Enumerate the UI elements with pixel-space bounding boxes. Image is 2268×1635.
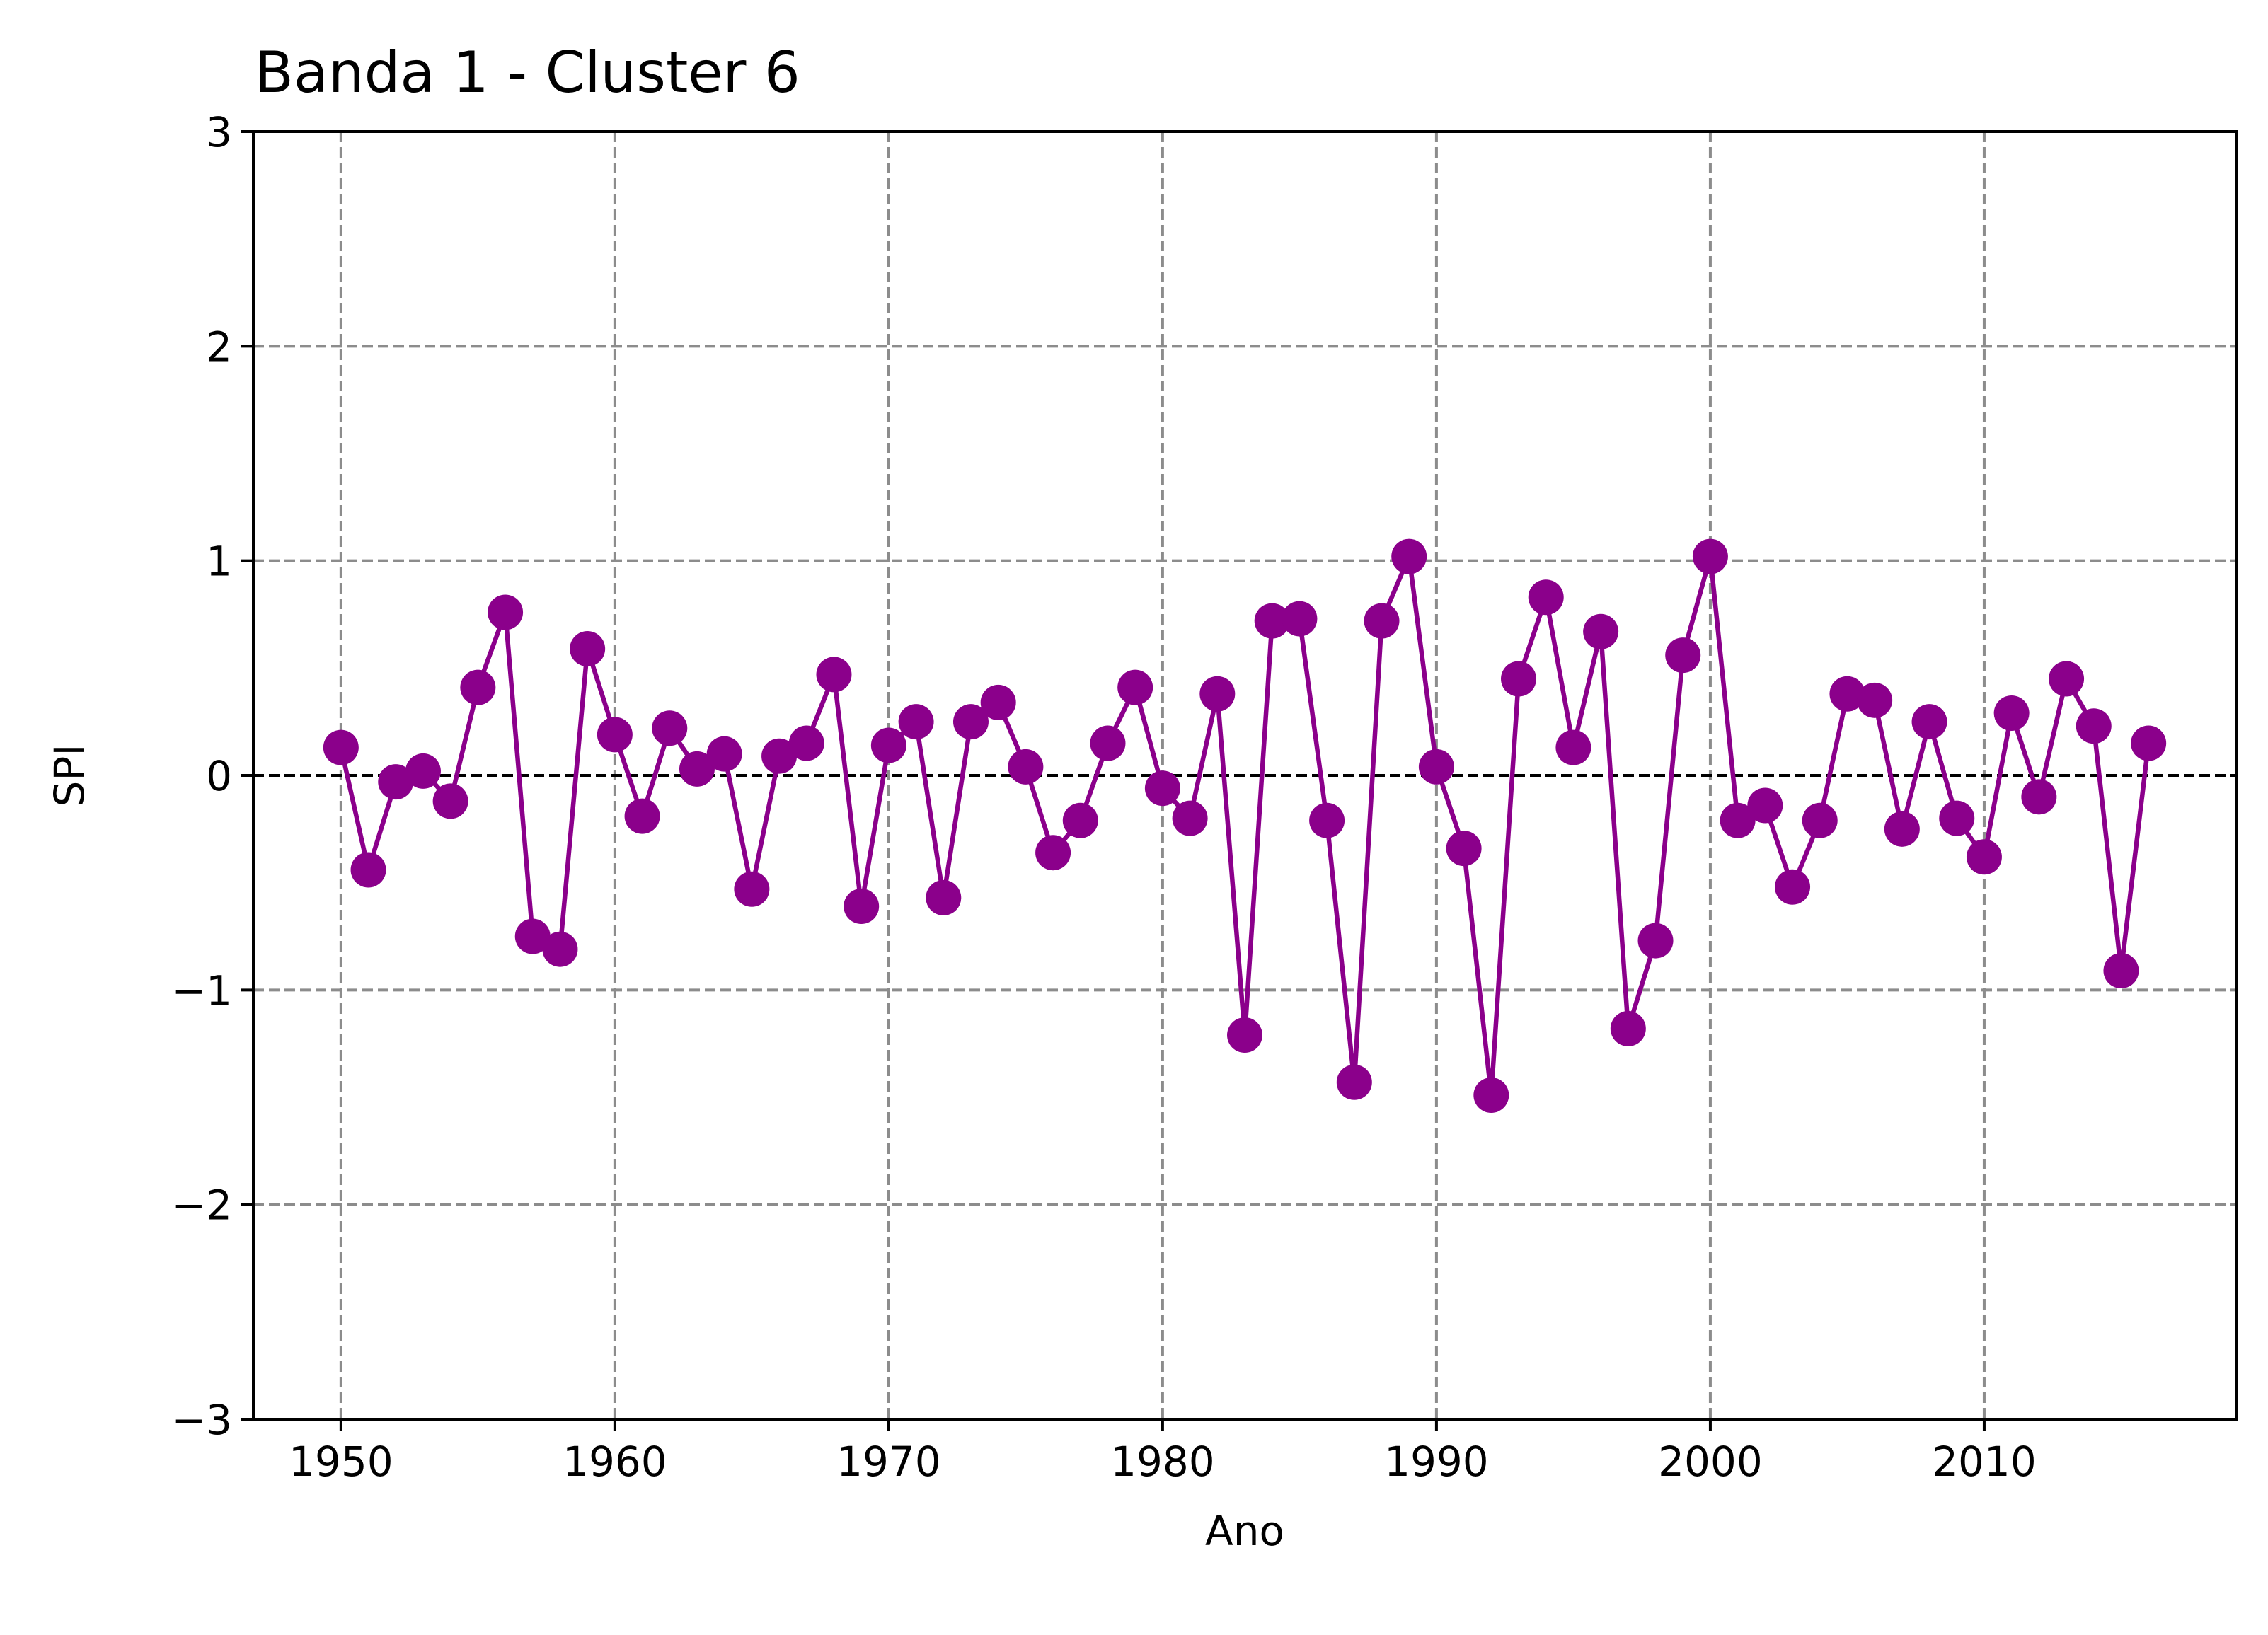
y-axis-title: SPI (45, 744, 93, 807)
data-point-2012 (2021, 779, 2057, 815)
data-point-1984 (1254, 603, 1290, 639)
data-point-1986 (1309, 802, 1345, 838)
data-point-2008 (1911, 704, 1947, 740)
data-point-1977 (1062, 802, 1098, 838)
x-tick-label: 1960 (563, 1438, 667, 1486)
data-point-2013 (2049, 661, 2085, 697)
data-point-2010 (1966, 839, 2002, 875)
data-point-1990 (1418, 749, 1454, 785)
data-point-1953 (405, 753, 441, 789)
data-point-1997 (1610, 1010, 1646, 1046)
data-point-1961 (624, 798, 660, 834)
data-point-1970 (870, 727, 906, 763)
data-point-2009 (1939, 800, 1975, 836)
series-layer (323, 538, 2167, 1113)
y-tick-label: −3 (172, 1396, 233, 1444)
data-point-2005 (1829, 676, 1865, 712)
data-point-2000 (1692, 538, 1728, 574)
y-tick-label: 3 (206, 108, 232, 156)
data-point-1978 (1090, 725, 1126, 761)
data-point-1954 (432, 783, 468, 819)
data-point-1966 (761, 738, 798, 774)
data-point-1981 (1172, 800, 1208, 836)
data-point-1974 (980, 684, 1016, 720)
data-point-1973 (952, 704, 989, 740)
data-point-1952 (378, 764, 414, 800)
data-point-1979 (1117, 669, 1153, 705)
data-point-1991 (1446, 831, 1482, 867)
y-tick-label: −2 (172, 1182, 233, 1230)
data-point-1976 (1035, 835, 1071, 871)
data-point-1951 (350, 852, 386, 888)
data-point-2006 (1857, 682, 1893, 718)
x-tick-label: 2000 (1658, 1438, 1763, 1486)
data-point-1975 (1008, 749, 1044, 785)
data-point-1956 (488, 594, 524, 630)
data-point-1995 (1555, 729, 1591, 765)
data-point-2001 (1720, 802, 1756, 838)
data-point-1964 (706, 736, 742, 772)
data-point-1988 (1364, 603, 1400, 639)
chart-title: Banda 1 - Cluster 6 (255, 40, 800, 105)
y-tick-label: 1 (206, 538, 232, 586)
data-point-2015 (2103, 953, 2139, 989)
x-tick-label: 1990 (1384, 1438, 1489, 1486)
data-point-1980 (1144, 770, 1180, 807)
data-point-1983 (1227, 1017, 1262, 1053)
data-point-1955 (460, 669, 496, 705)
data-point-2014 (2076, 708, 2112, 744)
data-point-1982 (1199, 676, 1236, 712)
x-tick-label: 1970 (836, 1438, 941, 1486)
data-point-1985 (1282, 601, 1318, 637)
data-point-1957 (514, 918, 551, 954)
data-point-1998 (1637, 923, 1674, 959)
data-point-1963 (679, 751, 715, 787)
data-point-1987 (1336, 1064, 1372, 1100)
data-point-1967 (788, 725, 824, 761)
data-point-1965 (734, 871, 770, 907)
data-point-1999 (1665, 637, 1701, 674)
data-point-1994 (1528, 579, 1564, 616)
data-point-1968 (816, 657, 852, 693)
x-tick-label: 1950 (289, 1438, 393, 1486)
data-point-2003 (1775, 869, 1811, 905)
y-tick-label: 2 (206, 323, 232, 371)
data-point-1959 (570, 631, 606, 667)
data-point-2011 (1993, 695, 2030, 732)
data-point-2016 (2131, 725, 2167, 761)
x-tick-label: 1980 (1110, 1438, 1215, 1486)
y-tick-label: −1 (172, 966, 233, 1015)
y-tick-label: 0 (206, 752, 232, 800)
data-point-2004 (1802, 802, 1838, 838)
data-point-1969 (844, 889, 880, 925)
data-point-1958 (542, 931, 578, 967)
data-point-1972 (926, 879, 962, 915)
x-axis-title: Ano (1205, 1507, 1284, 1555)
axis-ticks: 1950 1960 1970 1980 1990 2000 2010 −3 −2 −1 0 1 2 3 (172, 108, 2037, 1486)
data-point-1962 (652, 710, 688, 746)
data-point-1992 (1473, 1077, 1509, 1113)
data-point-1993 (1501, 661, 1537, 697)
data-point-2002 (1747, 787, 1783, 824)
data-point-1989 (1391, 538, 1427, 574)
data-point-1996 (1583, 613, 1619, 649)
data-point-1960 (597, 717, 633, 753)
data-point-2007 (1884, 811, 1920, 847)
x-tick-label: 2010 (1932, 1438, 2037, 1486)
data-point-1971 (898, 704, 934, 740)
data-point-1950 (323, 729, 359, 765)
